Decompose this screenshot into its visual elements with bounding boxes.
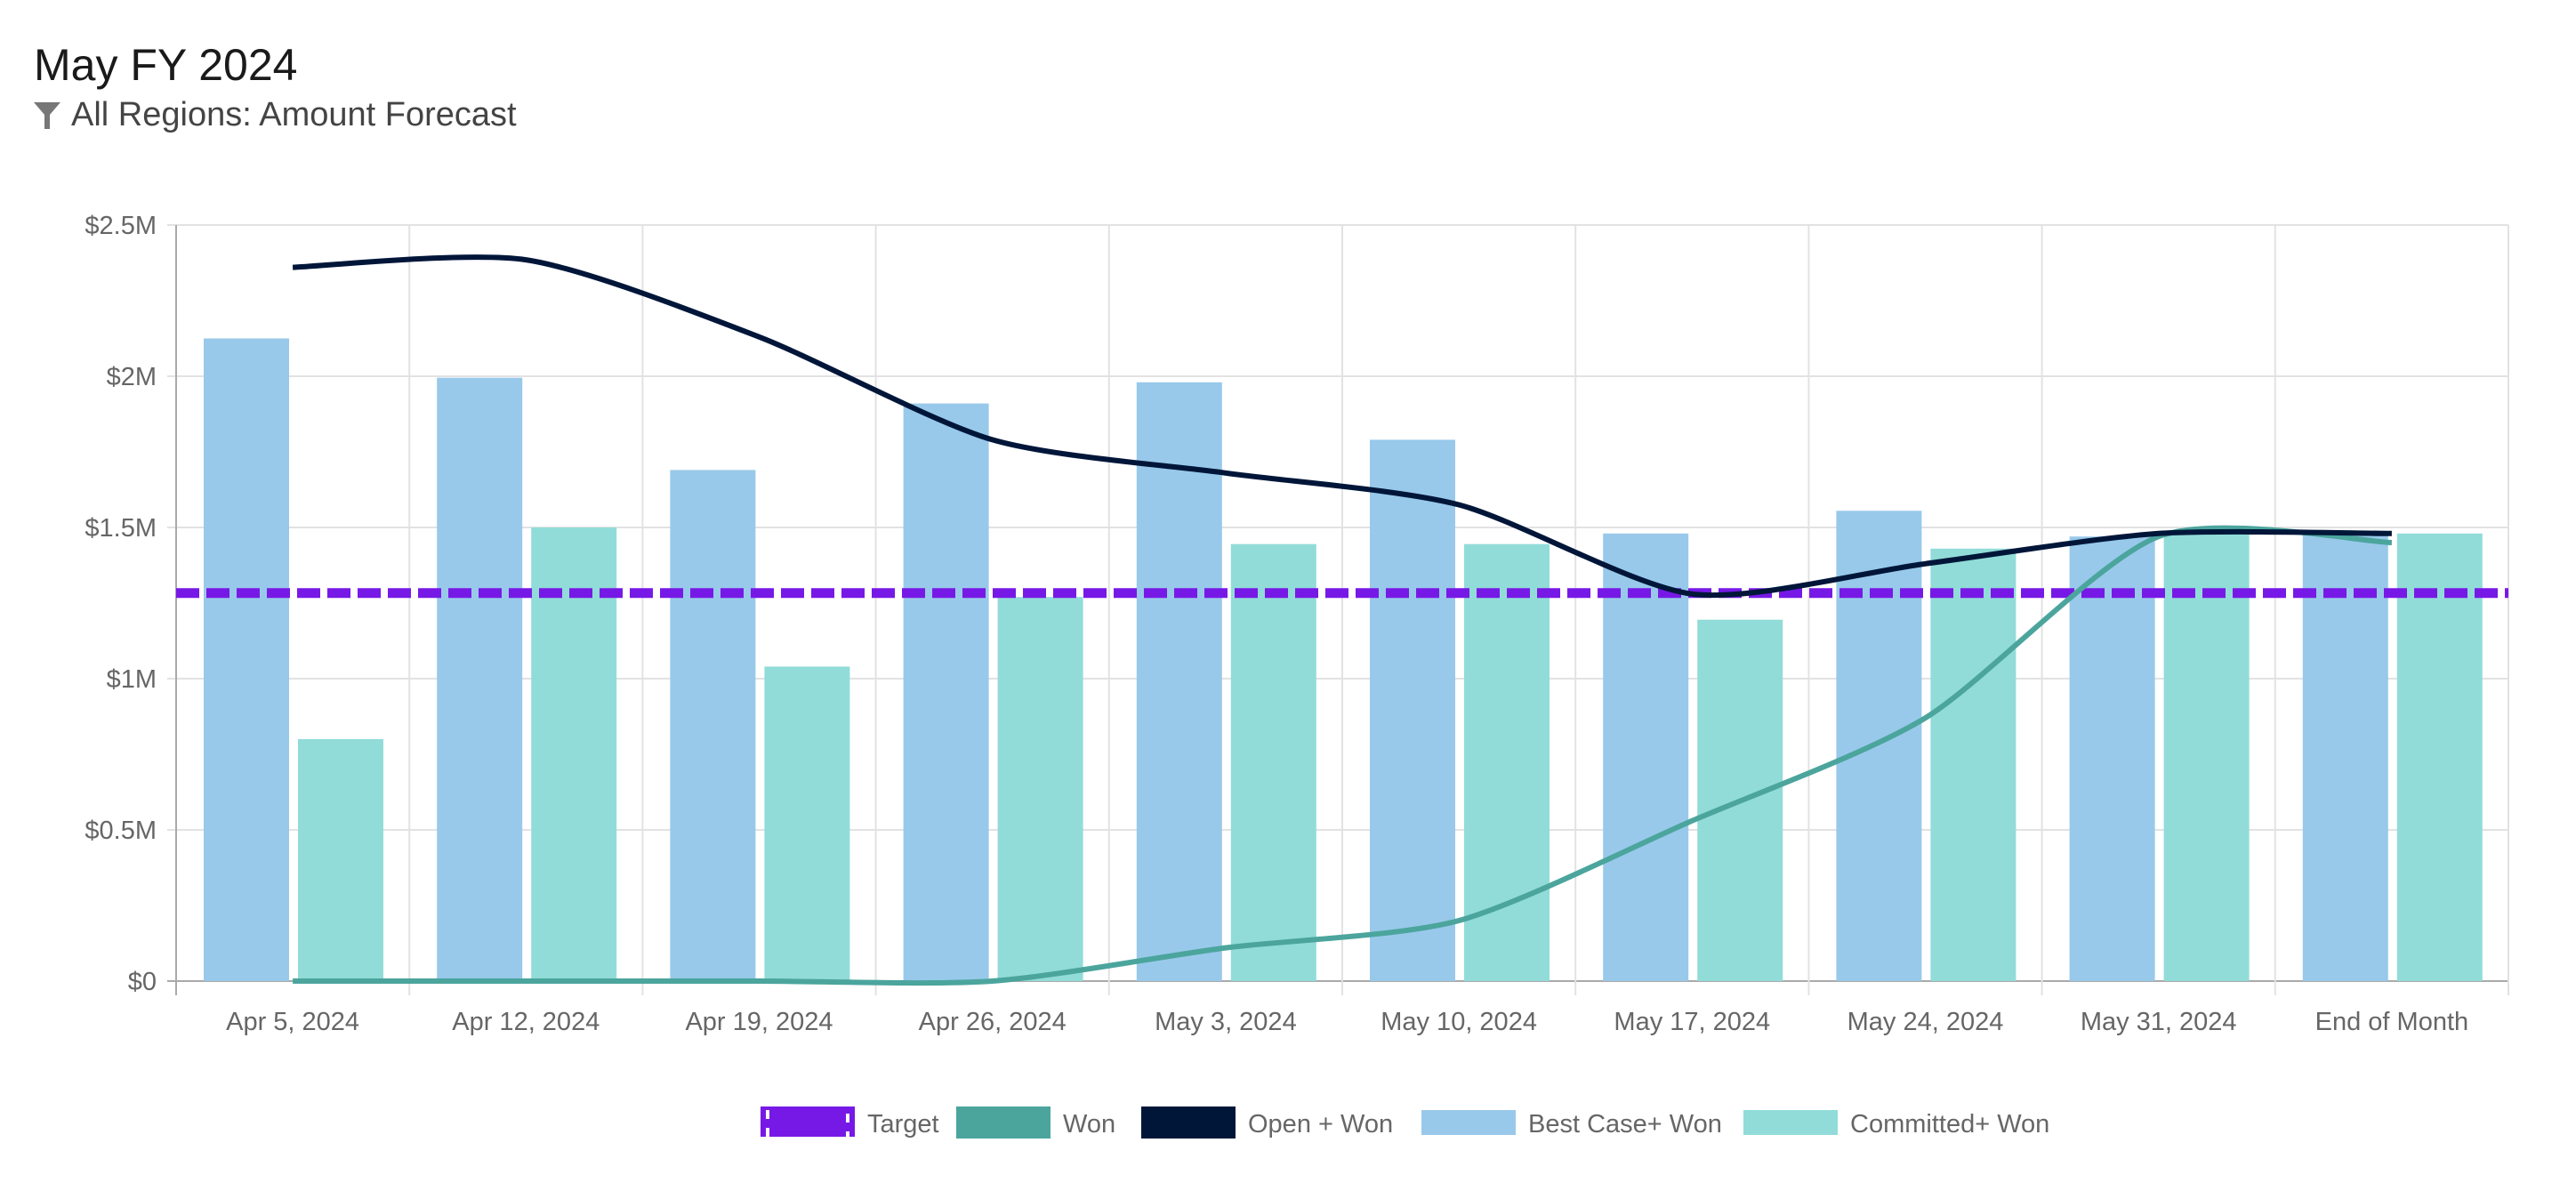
y-tick-label: $1.5M — [85, 514, 157, 543]
y-tick-label: $0.5M — [85, 817, 157, 845]
committed-bar — [2396, 533, 2483, 981]
legend-swatch — [1421, 1110, 1516, 1135]
committed-bar — [764, 666, 850, 981]
best-case-bar — [1136, 382, 1222, 981]
x-tick-label: May 10, 2024 — [1381, 1008, 1537, 1036]
legend-swatch — [1141, 1106, 1236, 1139]
committed-bar — [531, 527, 617, 981]
legend-label: Target — [867, 1110, 939, 1139]
legend-swatch-target — [761, 1106, 855, 1137]
legend-swatch — [1743, 1110, 1838, 1135]
best-case-bar — [2302, 533, 2388, 981]
x-tick-label: Apr 26, 2024 — [919, 1008, 1067, 1036]
x-tick-label: May 17, 2024 — [1614, 1008, 1770, 1036]
best-case-bar — [903, 403, 989, 982]
legend-label: Open + Won — [1248, 1110, 1393, 1139]
best-case-bar — [204, 338, 289, 981]
best-case-bar — [437, 377, 523, 981]
best-case-bar — [670, 470, 756, 981]
subtitle-text: All Regions: Amount Forecast — [71, 96, 517, 133]
legend-swatch — [956, 1106, 1051, 1139]
legend-label: Committed+ Won — [1850, 1110, 2049, 1139]
x-tick-label: May 3, 2024 — [1155, 1008, 1297, 1036]
legend-label: Best Case+ Won — [1528, 1110, 1722, 1139]
x-tick-label: May 24, 2024 — [1847, 1008, 2004, 1036]
committed-bar — [1464, 543, 1550, 981]
x-tick-label: May 31, 2024 — [2081, 1008, 2237, 1036]
chart-subtitle[interactable]: All Regions: Amount Forecast — [34, 96, 517, 134]
x-tick-label: Apr 12, 2024 — [452, 1008, 600, 1036]
legend-label: Won — [1063, 1110, 1115, 1139]
funnel-icon — [34, 101, 60, 129]
legend-swatch-target-dash — [766, 1103, 849, 1140]
won-line — [293, 525, 2392, 986]
best-case-bar — [1603, 533, 1689, 981]
y-tick-label: $0 — [128, 968, 157, 996]
y-tick-label: $2.5M — [85, 212, 157, 240]
committed-bar — [1230, 543, 1316, 981]
x-tick-label: End of Month — [2315, 1008, 2469, 1036]
y-tick-label: $1M — [107, 665, 157, 694]
open-won-line — [293, 254, 2392, 599]
y-tick-label: $2M — [107, 363, 157, 391]
committed-bar — [997, 597, 1083, 981]
chart-title: May FY 2024 — [34, 40, 298, 90]
best-case-bar — [1370, 439, 1455, 981]
x-tick-label: Apr 5, 2024 — [226, 1008, 359, 1036]
committed-bar — [2163, 533, 2250, 981]
best-case-bar — [1836, 511, 1922, 981]
best-case-bar — [2069, 536, 2155, 981]
x-tick-label: Apr 19, 2024 — [685, 1008, 833, 1036]
committed-bar — [1930, 548, 2017, 981]
committed-bar — [298, 739, 383, 981]
